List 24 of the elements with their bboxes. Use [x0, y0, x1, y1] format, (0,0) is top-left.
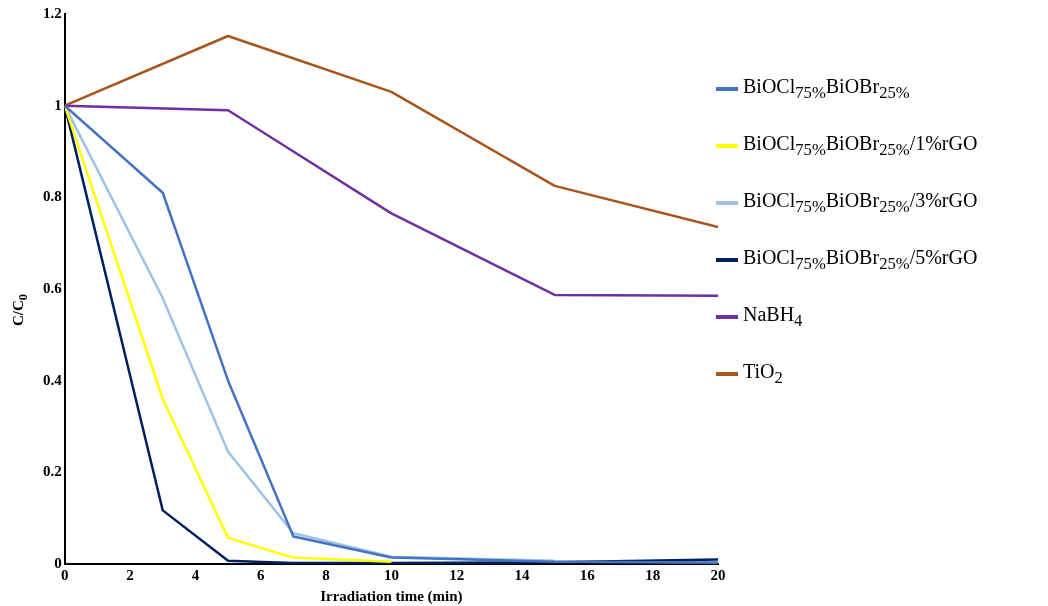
y-tick-label: 1.2	[43, 4, 62, 21]
y-tick-label: 1	[54, 96, 62, 113]
x-tick-label: 2	[126, 566, 134, 583]
legend-label: BiOCl$_{75%}$BiOBr$_{25%}$	[743, 74, 910, 103]
x-tick-label: 14	[514, 566, 531, 583]
x-tick-label: 4	[191, 566, 200, 583]
legend-label: BiOCl$_{75%}$BiOBr$_{25%}$/3%rGO	[743, 188, 978, 217]
legend-label: TiO$_{2}$	[743, 359, 783, 388]
legend-label: NaBH$_{4}$	[743, 302, 803, 331]
y-tick-label: 0.8	[43, 188, 62, 205]
y-tick-label: 0.2	[43, 463, 62, 480]
x-tick-label: 18	[645, 566, 661, 583]
x-tick-label: 10	[383, 566, 399, 583]
legend-label: BiOCl$_{75%}$BiOBr$_{25%}$/5%rGO	[743, 245, 978, 274]
y-tick-label: 0.4	[43, 371, 63, 388]
x-tick-label: 8	[322, 566, 330, 583]
legend-label: BiOCl$_{75%}$BiOBr$_{25%}$/1%rGO	[743, 131, 978, 160]
x-tick-label: 12	[449, 566, 465, 583]
x-tick-label: 6	[256, 566, 265, 583]
x-tick-label: 16	[579, 566, 596, 583]
x-axis-title: Irradiation time (min)	[320, 587, 463, 605]
x-tick-label: 20	[710, 566, 726, 583]
y-tick-label: 0	[54, 554, 62, 571]
y-tick-label: 0.6	[43, 279, 63, 296]
